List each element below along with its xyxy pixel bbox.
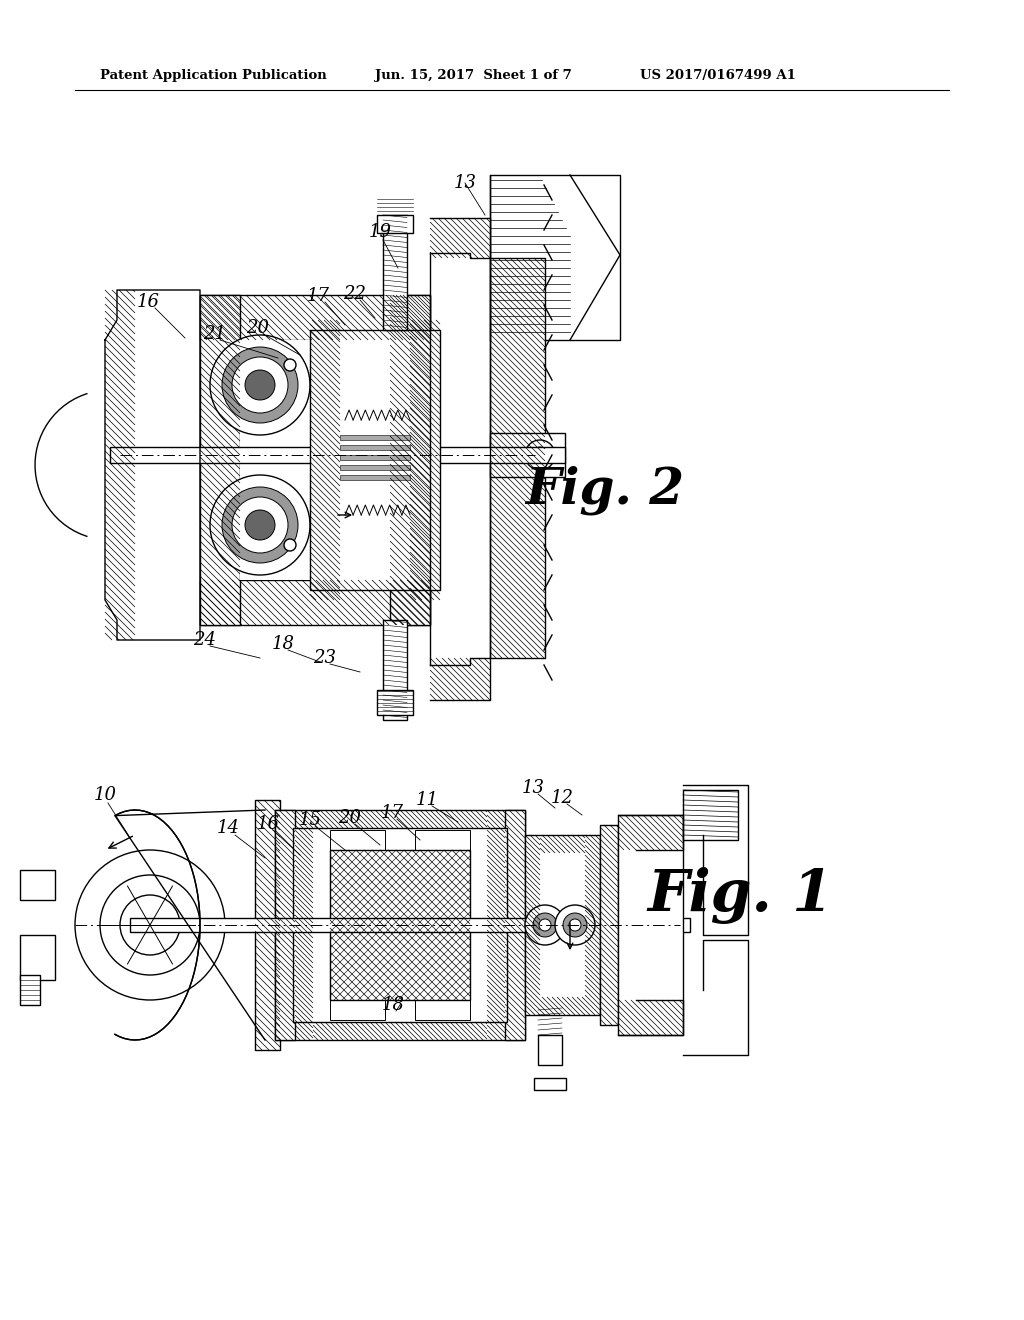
Text: 17: 17 xyxy=(306,286,330,305)
Bar xyxy=(275,810,525,1040)
Bar xyxy=(340,465,410,470)
Bar xyxy=(340,455,410,459)
Bar xyxy=(505,810,525,1040)
Text: 13: 13 xyxy=(454,174,476,191)
Text: 17: 17 xyxy=(381,804,403,822)
Text: 16: 16 xyxy=(136,293,160,312)
Bar xyxy=(377,690,413,715)
Text: 11: 11 xyxy=(416,791,438,809)
Bar xyxy=(415,975,470,1020)
Bar xyxy=(383,215,407,330)
Bar xyxy=(110,447,565,463)
Text: 16: 16 xyxy=(256,814,280,833)
Circle shape xyxy=(210,475,310,576)
Circle shape xyxy=(525,440,555,470)
Bar xyxy=(430,218,490,700)
Bar xyxy=(275,810,295,1040)
Bar xyxy=(330,830,385,875)
Bar xyxy=(490,433,565,477)
Text: 13: 13 xyxy=(521,779,545,797)
Bar xyxy=(330,975,385,1020)
Text: Fig. 2: Fig. 2 xyxy=(525,465,684,515)
Circle shape xyxy=(120,895,180,954)
Circle shape xyxy=(245,370,275,400)
Bar xyxy=(490,176,620,341)
Bar xyxy=(200,294,240,624)
Circle shape xyxy=(555,906,595,945)
Text: Patent Application Publication: Patent Application Publication xyxy=(100,69,327,82)
Bar xyxy=(415,830,470,875)
Bar xyxy=(130,917,690,932)
Circle shape xyxy=(210,335,310,436)
Text: 20: 20 xyxy=(339,809,361,828)
Circle shape xyxy=(563,913,587,937)
Bar xyxy=(490,257,545,657)
Text: Fig. 1: Fig. 1 xyxy=(647,866,833,924)
Text: 10: 10 xyxy=(93,785,117,804)
Text: 14: 14 xyxy=(216,818,240,837)
Text: 18: 18 xyxy=(382,997,404,1014)
Bar xyxy=(330,850,470,1001)
Circle shape xyxy=(100,875,200,975)
Bar xyxy=(340,475,410,480)
Bar xyxy=(383,620,407,719)
Bar xyxy=(200,294,430,341)
Circle shape xyxy=(245,510,275,540)
Text: 24: 24 xyxy=(194,631,216,649)
Circle shape xyxy=(534,913,557,937)
Bar xyxy=(310,330,440,590)
Circle shape xyxy=(222,347,298,422)
Text: 18: 18 xyxy=(271,635,295,653)
Text: 20: 20 xyxy=(247,319,269,337)
Bar xyxy=(20,870,55,900)
Circle shape xyxy=(232,498,288,553)
Bar xyxy=(377,215,413,234)
Circle shape xyxy=(284,359,296,371)
Bar xyxy=(200,579,430,624)
Bar xyxy=(20,935,55,979)
Circle shape xyxy=(75,850,225,1001)
Text: Jun. 15, 2017  Sheet 1 of 7: Jun. 15, 2017 Sheet 1 of 7 xyxy=(375,69,571,82)
Circle shape xyxy=(532,447,548,463)
Bar xyxy=(255,800,280,1049)
Circle shape xyxy=(539,919,551,931)
Text: 12: 12 xyxy=(551,789,573,807)
Bar xyxy=(534,1078,566,1090)
Bar xyxy=(600,825,618,1026)
Bar xyxy=(20,975,40,1005)
Bar xyxy=(525,836,600,1015)
Circle shape xyxy=(284,539,296,550)
Bar xyxy=(683,789,738,840)
Bar xyxy=(390,294,430,624)
Bar xyxy=(340,445,410,450)
Circle shape xyxy=(232,356,288,413)
Circle shape xyxy=(569,919,581,931)
Bar xyxy=(293,828,507,1022)
Text: 15: 15 xyxy=(299,810,322,829)
Circle shape xyxy=(222,487,298,564)
Bar xyxy=(240,341,390,579)
Bar xyxy=(618,814,683,1035)
Bar xyxy=(340,436,410,440)
Text: 19: 19 xyxy=(369,223,391,242)
Text: US 2017/0167499 A1: US 2017/0167499 A1 xyxy=(640,69,796,82)
Text: 23: 23 xyxy=(313,649,337,667)
Bar xyxy=(538,1035,562,1065)
Text: 22: 22 xyxy=(343,285,367,304)
Text: 21: 21 xyxy=(204,325,226,343)
Circle shape xyxy=(525,906,565,945)
